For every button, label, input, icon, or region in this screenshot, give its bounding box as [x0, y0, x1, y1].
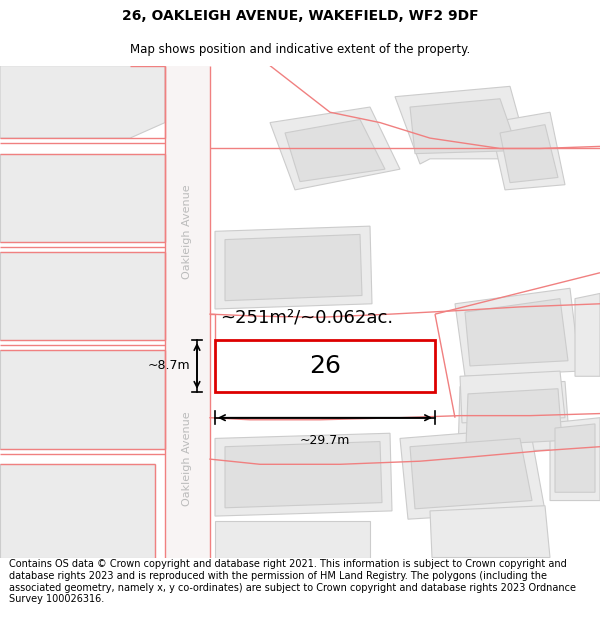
- Polygon shape: [465, 299, 568, 366]
- Text: 26: 26: [309, 354, 341, 378]
- Polygon shape: [430, 506, 550, 558]
- Polygon shape: [285, 119, 385, 182]
- Polygon shape: [215, 433, 392, 516]
- Polygon shape: [0, 252, 165, 340]
- Text: Contains OS data © Crown copyright and database right 2021. This information is : Contains OS data © Crown copyright and d…: [9, 559, 576, 604]
- Bar: [165, 66, 210, 558]
- Text: Map shows position and indicative extent of the property.: Map shows position and indicative extent…: [130, 42, 470, 56]
- Text: ~29.7m: ~29.7m: [300, 434, 350, 447]
- Polygon shape: [270, 107, 400, 190]
- Polygon shape: [458, 381, 570, 454]
- Polygon shape: [460, 371, 565, 423]
- Polygon shape: [500, 124, 558, 182]
- Polygon shape: [0, 351, 165, 449]
- Polygon shape: [0, 66, 165, 138]
- Polygon shape: [555, 424, 595, 493]
- Polygon shape: [215, 521, 370, 558]
- Text: 26, OAKLEIGH AVENUE, WAKEFIELD, WF2 9DF: 26, OAKLEIGH AVENUE, WAKEFIELD, WF2 9DF: [122, 9, 478, 23]
- Polygon shape: [575, 294, 600, 376]
- Bar: [215, 340, 435, 392]
- Polygon shape: [225, 234, 362, 301]
- Text: Oakleigh Avenue: Oakleigh Avenue: [182, 184, 192, 279]
- Polygon shape: [400, 428, 545, 519]
- Polygon shape: [466, 389, 562, 446]
- Polygon shape: [490, 112, 565, 190]
- Polygon shape: [410, 99, 518, 154]
- Polygon shape: [0, 154, 165, 242]
- Polygon shape: [395, 86, 530, 164]
- Polygon shape: [550, 418, 600, 501]
- Polygon shape: [215, 226, 372, 309]
- Polygon shape: [410, 438, 532, 509]
- Text: Oakleigh Avenue: Oakleigh Avenue: [182, 412, 192, 506]
- Text: ~251m²/~0.062ac.: ~251m²/~0.062ac.: [220, 308, 393, 326]
- Polygon shape: [0, 464, 155, 558]
- Polygon shape: [225, 441, 382, 508]
- Polygon shape: [455, 288, 580, 376]
- Text: ~8.7m: ~8.7m: [148, 359, 190, 372]
